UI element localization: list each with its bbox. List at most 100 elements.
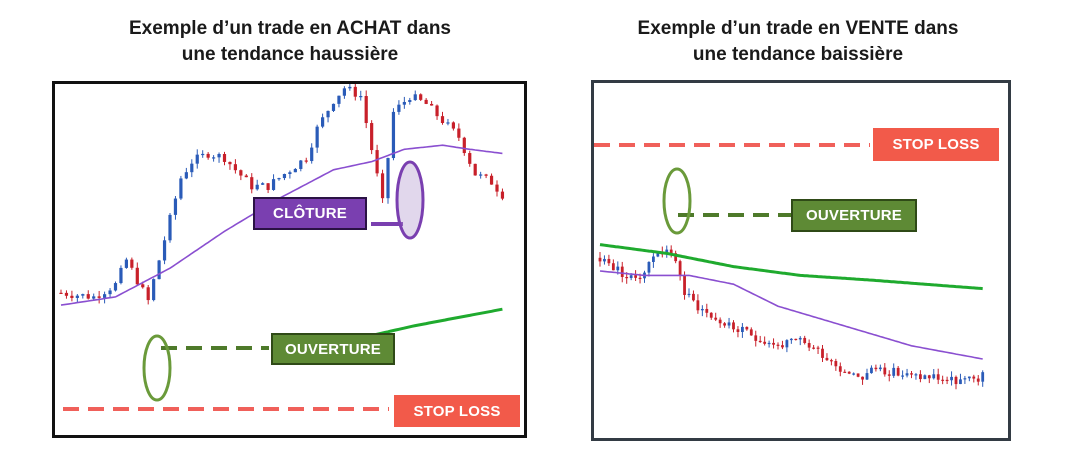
- candle-body: [772, 342, 775, 345]
- candles-group: [598, 245, 985, 390]
- candle-body: [70, 295, 74, 298]
- candle-body: [489, 175, 494, 185]
- candle-body: [847, 371, 851, 374]
- candle-body: [119, 267, 123, 284]
- candle-body: [173, 198, 178, 215]
- candle-body: [603, 258, 606, 262]
- candle-body: [945, 379, 949, 382]
- candle-body: [315, 126, 319, 148]
- candle-body: [288, 172, 292, 175]
- candle-body: [495, 184, 499, 192]
- candle-body: [266, 183, 270, 190]
- candle-body: [598, 257, 602, 262]
- candle-body: [468, 153, 472, 164]
- candle-body: [878, 367, 882, 370]
- candle-body: [212, 157, 216, 159]
- candle-body: [745, 326, 749, 330]
- candle-body: [86, 294, 90, 299]
- candle-body: [843, 371, 847, 373]
- candle-body: [424, 99, 428, 104]
- candle-body: [714, 317, 718, 320]
- candle-body: [883, 367, 887, 375]
- candle-body: [233, 164, 237, 171]
- candle-body: [255, 184, 259, 190]
- candle-body: [195, 154, 199, 164]
- candle-body: [616, 266, 620, 271]
- candle-body: [620, 266, 624, 277]
- candle-body: [732, 322, 735, 330]
- candle-body: [941, 379, 945, 381]
- candle-body: [696, 300, 700, 311]
- candle-body: [919, 374, 922, 380]
- candle-body: [277, 178, 281, 180]
- candle-body: [629, 275, 633, 278]
- candle-body: [874, 367, 878, 370]
- candle-body: [794, 338, 798, 341]
- candle-body: [103, 294, 107, 298]
- candle-body: [625, 276, 629, 279]
- candle-body: [228, 161, 232, 165]
- candle-body: [184, 172, 188, 179]
- candles-group: [59, 84, 505, 305]
- candle-body: [359, 96, 363, 98]
- candle-body: [967, 376, 971, 379]
- open-label: OUVERTURE: [271, 333, 395, 365]
- candle-body: [901, 375, 904, 377]
- candle-body: [683, 275, 686, 295]
- chart-uptrend-svg: [59, 84, 505, 411]
- candle-body: [462, 137, 466, 154]
- candle-body: [59, 292, 63, 294]
- candle-body: [821, 348, 824, 358]
- candle-body: [950, 376, 953, 381]
- open-candle-highlight: [142, 334, 172, 402]
- title-right-line1: Exemple d’un trade en VENTE dans: [637, 18, 959, 39]
- candle-body: [326, 110, 330, 118]
- candle-body: [271, 179, 276, 190]
- title-sell-trade: Exemple d’un trade en VENTE dans une ten…: [548, 16, 1048, 68]
- candle-body: [435, 105, 439, 117]
- candle-body: [64, 292, 69, 296]
- candle-body: [430, 103, 434, 106]
- chart-downtrend-panel: STOP LOSS OUVERTURE: [591, 80, 1011, 441]
- candle-body: [130, 259, 134, 268]
- candle-body: [705, 308, 709, 313]
- candle-body: [803, 337, 807, 344]
- candle-body: [954, 376, 958, 385]
- candle-body: [108, 290, 112, 295]
- title-left-line1: Exemple d’un trade en ACHAT dans: [129, 18, 451, 39]
- candle-body: [222, 153, 227, 162]
- candle-body: [473, 163, 477, 176]
- candle-body: [678, 261, 682, 276]
- open-label: OUVERTURE: [791, 199, 917, 232]
- candle-body: [700, 308, 704, 311]
- candle-body: [190, 163, 194, 173]
- candle-body: [353, 86, 357, 97]
- candle-body: [976, 378, 980, 382]
- candle-body: [92, 296, 96, 299]
- candle-body: [299, 160, 303, 169]
- candle-body: [124, 259, 128, 268]
- candle-body: [652, 256, 655, 262]
- candle-body: [856, 373, 860, 377]
- open-candle-highlight: [662, 167, 692, 235]
- candle-body: [397, 104, 401, 112]
- candle-body: [838, 366, 842, 372]
- candle-body: [457, 128, 461, 138]
- candle-body: [972, 376, 976, 379]
- candle-body: [408, 100, 412, 102]
- candle-body: [669, 249, 673, 254]
- moving-average-purple: [599, 270, 983, 360]
- candle-body: [370, 123, 374, 151]
- candle-body: [146, 287, 150, 301]
- chart-uptrend-panel: OUVERTURE STOP LOSS CLÔTURE: [52, 81, 527, 438]
- candle-body: [674, 253, 678, 262]
- candle-body: [638, 277, 642, 280]
- candle-body: [861, 376, 864, 380]
- candle-body: [692, 293, 695, 301]
- candle-body: [500, 191, 505, 199]
- candle-body: [798, 337, 802, 340]
- stop-loss-label: STOP LOSS: [873, 128, 999, 161]
- candle-body: [830, 360, 833, 362]
- candle-body: [959, 379, 962, 385]
- candle-body: [321, 117, 325, 127]
